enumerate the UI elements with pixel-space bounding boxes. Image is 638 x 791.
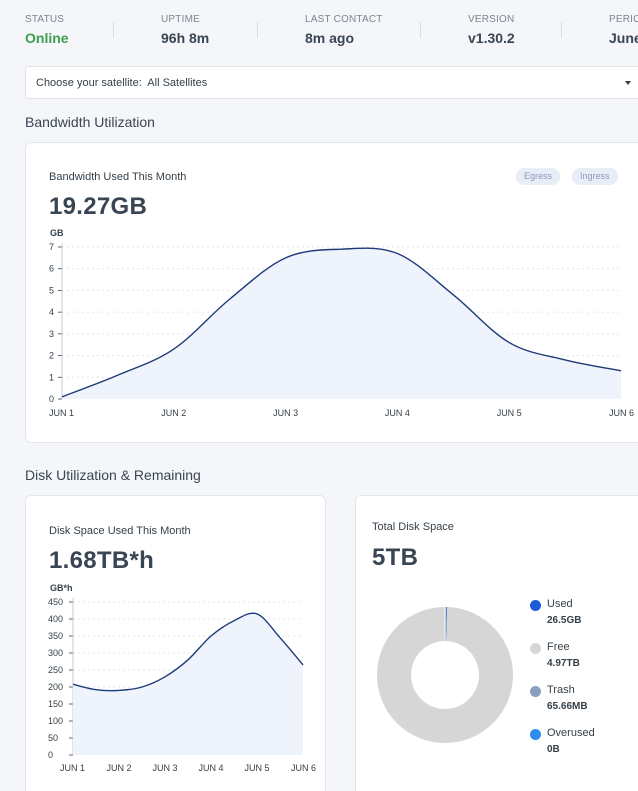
period-stat: PERIOD June bbox=[609, 14, 638, 46]
total-disk-card: Total Disk Space 5TB Used 26.5GB Free 4.… bbox=[355, 495, 638, 791]
bandwidth-card-title: Bandwidth Used This Month bbox=[49, 171, 187, 183]
total-disk-card-title: Total Disk Space bbox=[372, 521, 454, 533]
donut-slice-free bbox=[377, 607, 513, 743]
stat-divider bbox=[113, 22, 114, 38]
status-label: STATUS bbox=[25, 14, 65, 25]
legend-free-value: 4.97TB bbox=[547, 658, 580, 669]
y-tick-label: 5 bbox=[49, 285, 54, 295]
y-tick-label: 400 bbox=[48, 614, 63, 624]
y-tick-label: 300 bbox=[48, 648, 63, 658]
bandwidth-y-unit: GB bbox=[50, 228, 64, 238]
bandwidth-card: Bandwidth Used This Month Egress Ingress… bbox=[25, 142, 638, 443]
uptime-stat: UPTIME 96h 8m bbox=[161, 14, 209, 46]
caret-down-icon[interactable] bbox=[625, 81, 631, 85]
bandwidth-section-title: Bandwidth Utilization bbox=[25, 114, 155, 130]
total-disk-value: 5TB bbox=[372, 544, 419, 571]
x-tick-label: JUN 2 bbox=[106, 763, 131, 773]
uptime-value: 96h 8m bbox=[161, 30, 210, 46]
disk-usage-card: Disk Space Used This Month 1.68TB*h GB*h… bbox=[25, 495, 326, 791]
x-tick-label: JUN 3 bbox=[152, 763, 177, 773]
series-line bbox=[72, 612, 304, 692]
disk-total: 1.68TB*h bbox=[49, 547, 155, 574]
y-tick-label: 250 bbox=[48, 665, 63, 675]
disk-section-title: Disk Utilization & Remaining bbox=[25, 467, 201, 483]
last-contact-stat: LAST CONTACT 8m ago bbox=[305, 14, 383, 46]
period-value: June bbox=[609, 30, 638, 46]
y-tick-label: 6 bbox=[49, 264, 54, 274]
legend-used-value: 26.5GB bbox=[547, 615, 582, 626]
y-tick-label: 2 bbox=[49, 351, 54, 361]
last-contact-label: LAST CONTACT bbox=[305, 14, 383, 25]
version-stat: VERSION v1.30.2 bbox=[468, 14, 515, 46]
y-tick-label: 100 bbox=[48, 716, 63, 726]
status-value: Online bbox=[25, 30, 69, 46]
trash-dot-icon bbox=[530, 686, 541, 697]
y-tick-label: 450 bbox=[48, 597, 63, 607]
bandwidth-total: 19.27GB bbox=[49, 193, 148, 220]
y-tick-label: 1 bbox=[49, 372, 54, 382]
x-tick-label: JUN 3 bbox=[273, 408, 298, 418]
satellite-select-value: All Satellites bbox=[147, 77, 208, 89]
version-value: v1.30.2 bbox=[468, 30, 515, 46]
stat-divider bbox=[420, 22, 421, 38]
legend-overused-label: Overused bbox=[547, 727, 595, 739]
disk-y-unit: GB*h bbox=[50, 583, 73, 593]
disk-donut-chart bbox=[377, 606, 513, 743]
x-tick-label: JUN 6 bbox=[291, 763, 316, 773]
ingress-toggle[interactable]: Ingress bbox=[572, 168, 618, 185]
period-label: PERIOD bbox=[609, 14, 638, 25]
stat-divider bbox=[561, 22, 562, 38]
stat-divider bbox=[257, 22, 258, 38]
series-area bbox=[62, 248, 621, 399]
version-label: VERSION bbox=[468, 14, 515, 25]
x-tick-label: JUN 5 bbox=[497, 408, 522, 418]
x-tick-label: JUN 2 bbox=[161, 408, 186, 418]
y-tick-label: 4 bbox=[49, 307, 54, 317]
uptime-label: UPTIME bbox=[161, 14, 200, 25]
x-tick-label: JUN 6 bbox=[609, 408, 634, 418]
y-tick-label: 200 bbox=[48, 682, 63, 692]
free-dot-icon bbox=[530, 643, 541, 654]
used-dot-icon bbox=[530, 600, 541, 611]
x-tick-label: JUN 1 bbox=[49, 408, 74, 418]
series-area bbox=[73, 613, 303, 755]
legend-used-label: Used bbox=[547, 598, 573, 610]
bandwidth-chart: 0 1 2 3 4 5 6 7 JUN 1 JUN 2 JUN 3 JUN 4 JUN 5 JUN 6 bbox=[49, 242, 634, 418]
disk-chart: 0 50 100 150 200 250 300 350 400 450 JUN 1 JUN 2 JUN… bbox=[48, 597, 316, 773]
series-line bbox=[61, 247, 622, 398]
x-tick-label: JUN 1 bbox=[60, 763, 85, 773]
legend-trash-label: Trash bbox=[547, 684, 575, 696]
y-tick-label: 0 bbox=[49, 394, 54, 404]
legend-overused-value: 0B bbox=[547, 744, 560, 755]
x-tick-label: JUN 4 bbox=[385, 408, 410, 418]
satellite-select-label: Choose your satellite: bbox=[36, 77, 142, 89]
last-contact-value: 8m ago bbox=[305, 30, 355, 46]
x-tick-label: JUN 5 bbox=[244, 763, 269, 773]
y-tick-label: 350 bbox=[48, 631, 63, 641]
satellite-select[interactable]: Choose your satellite: All Satellites bbox=[25, 66, 638, 99]
status-stat: STATUS Online bbox=[25, 14, 69, 46]
egress-toggle[interactable]: Egress bbox=[516, 168, 561, 185]
y-tick-label: 150 bbox=[48, 699, 63, 709]
y-tick-label: 7 bbox=[49, 242, 54, 252]
legend-free-label: Free bbox=[547, 641, 570, 653]
overused-dot-icon bbox=[530, 729, 541, 740]
y-tick-label: 3 bbox=[49, 329, 54, 339]
x-tick-label: JUN 4 bbox=[198, 763, 223, 773]
node-status-bar: STATUS Online UPTIME 96h 8m LAST CONTACT… bbox=[0, 0, 638, 60]
y-tick-label: 0 bbox=[48, 750, 53, 760]
legend-trash-value: 65.66MB bbox=[547, 701, 588, 712]
y-tick-label: 50 bbox=[48, 733, 58, 743]
disk-card-title: Disk Space Used This Month bbox=[49, 525, 191, 537]
